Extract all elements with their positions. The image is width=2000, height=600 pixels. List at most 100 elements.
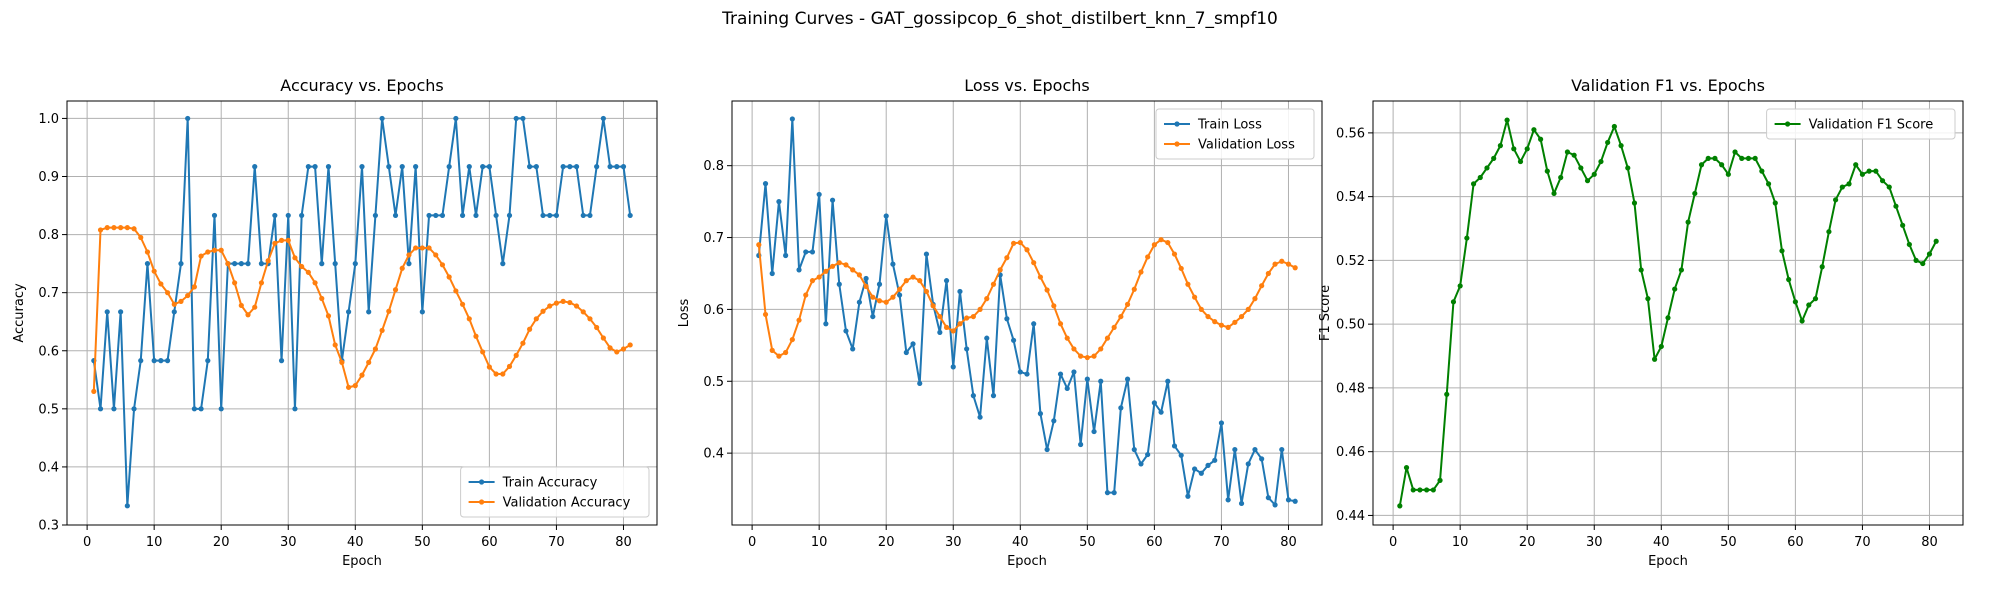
data-point [520,340,526,346]
data-point [1071,369,1077,375]
data-point [1198,470,1204,476]
x-tick-label: 10 [146,535,163,550]
data-point [977,306,983,313]
x-tick-label: 30 [945,535,962,550]
data-point [292,406,298,412]
data-point [1165,378,1171,384]
data-point [587,316,593,322]
data-point [413,245,419,251]
data-point [138,234,144,241]
data-point [769,270,775,277]
data-point [500,261,506,267]
data-point [299,212,305,219]
data-point [984,296,990,302]
data-point [573,303,580,309]
data-point [1057,321,1064,327]
data-point [1017,239,1023,246]
data-point [252,164,258,170]
data-point [789,336,795,343]
chart-title: Accuracy vs. Epochs [280,76,443,95]
x-tick-label: 40 [347,535,364,550]
data-point [205,249,211,255]
data-point [1064,385,1070,392]
data-point [1625,165,1631,171]
data-point [870,313,876,320]
data-point [796,317,802,323]
data-point [1403,465,1410,471]
data-point [272,212,278,219]
legend-label: Validation F1 Score [1809,118,1934,133]
x-tick-label: 0 [1389,535,1397,550]
x-tick-label: 70 [548,535,565,550]
data-point [923,251,930,257]
data-point [312,280,318,286]
data-point [937,313,943,320]
data-point [1846,181,1852,187]
x-tick-label: 40 [1653,535,1670,550]
chart-title: Validation F1 vs. Epochs [1571,76,1765,95]
data-point [964,315,970,321]
data-point [453,115,459,122]
data-point [1279,258,1285,264]
data-point [1678,267,1685,273]
data-point [1158,237,1164,243]
data-point [567,164,573,170]
x-tick-label: 80 [1280,535,1297,550]
data-point [809,249,816,255]
y-axis-label: Loss [677,299,692,328]
y-axis-label: F1 Score [1318,285,1333,341]
legend-box [1766,108,1956,140]
data-point [1732,149,1738,155]
data-point [1171,251,1178,257]
data-point [265,258,271,264]
data-point [863,283,869,290]
data-point [897,292,903,298]
data-point [1712,155,1718,161]
legend-swatch-marker [1174,121,1180,127]
data-point [1057,371,1064,377]
data-point [164,358,171,364]
legend: Train Loss Validation Loss [1155,108,1315,160]
x-tick-label: 40 [1012,535,1029,550]
data-point [1272,261,1278,267]
data-point [1705,155,1711,161]
data-point [910,341,916,347]
y-tick-label: 0.8 [38,228,59,243]
data-point [1205,462,1211,468]
data-point [843,262,849,268]
data-point [1238,313,1245,320]
data-point [124,225,130,231]
data-point [903,278,909,284]
data-point [796,267,802,273]
data-point [433,212,439,219]
data-point [1118,313,1124,320]
data-point [399,265,405,271]
data-point [426,212,432,219]
data-point [540,308,546,314]
data-point [1037,411,1044,417]
data-point [580,212,586,219]
data-point [486,164,492,170]
data-point [762,311,769,318]
data-point [1064,335,1070,341]
x-tick-label: 70 [1854,535,1871,550]
data-point [1397,503,1403,509]
data-point [185,292,191,299]
data-point [1564,149,1571,155]
data-point [809,278,816,284]
data-point [1272,502,1278,508]
x-tick-label: 30 [1586,535,1603,550]
data-point [1658,343,1664,350]
data-point [1078,353,1084,359]
data-point [620,164,627,170]
data-point [547,212,553,219]
data-point [218,247,224,253]
data-point [1071,346,1077,352]
data-point [890,294,896,300]
data-point [843,328,849,334]
data-point [1605,139,1611,146]
data-point [151,268,157,274]
data-point [1410,487,1416,493]
data-point [1104,335,1111,341]
